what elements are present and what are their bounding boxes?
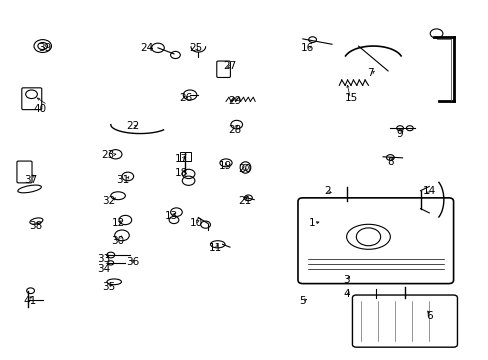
Text: 13: 13 (164, 211, 178, 221)
Text: 4: 4 (343, 289, 349, 299)
Text: 21: 21 (237, 197, 251, 206)
Text: 25: 25 (189, 43, 202, 53)
Text: 17: 17 (174, 154, 187, 163)
Text: 14: 14 (422, 186, 435, 196)
Text: 29: 29 (228, 96, 241, 107)
Text: 8: 8 (386, 157, 393, 167)
Text: 19: 19 (218, 161, 231, 171)
Text: 20: 20 (238, 164, 250, 174)
Text: 33: 33 (97, 253, 110, 264)
Text: 2: 2 (323, 186, 330, 196)
Text: 1: 1 (308, 218, 315, 228)
Text: 5: 5 (299, 296, 305, 306)
Text: 16: 16 (301, 43, 314, 53)
Text: 10: 10 (189, 218, 202, 228)
Text: 32: 32 (102, 197, 115, 206)
Text: 41: 41 (24, 296, 37, 306)
Text: 12: 12 (111, 218, 124, 228)
Text: 18: 18 (174, 168, 187, 178)
Text: 7: 7 (367, 68, 373, 78)
Text: 37: 37 (24, 175, 37, 185)
Text: 11: 11 (208, 243, 222, 253)
Text: 15: 15 (344, 93, 357, 103)
Text: 6: 6 (425, 311, 432, 321)
Text: 27: 27 (223, 61, 236, 71)
Text: 24: 24 (141, 43, 154, 53)
Text: 26: 26 (179, 93, 192, 103)
Text: 35: 35 (102, 282, 115, 292)
Text: 22: 22 (126, 121, 139, 131)
Text: 23: 23 (102, 150, 115, 160)
Text: 36: 36 (126, 257, 139, 267)
Text: 31: 31 (116, 175, 129, 185)
Text: 9: 9 (396, 129, 403, 139)
Text: 39: 39 (39, 43, 52, 53)
Text: 30: 30 (111, 236, 124, 246)
Text: 28: 28 (228, 125, 241, 135)
Text: 38: 38 (29, 221, 42, 231)
Text: 3: 3 (343, 275, 349, 285)
Text: 40: 40 (34, 104, 47, 113)
Text: 34: 34 (97, 264, 110, 274)
